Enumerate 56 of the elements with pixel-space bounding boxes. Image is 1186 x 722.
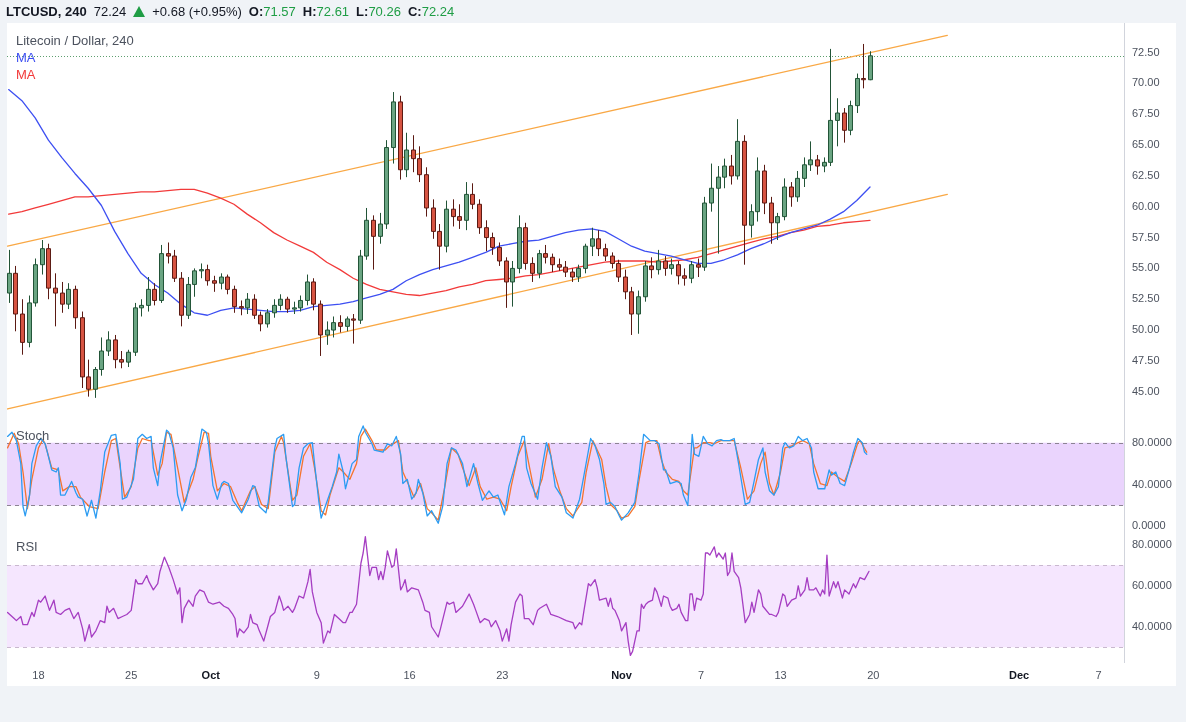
candlestick — [696, 258, 701, 278]
text: MA — [16, 66, 36, 83]
candlestick — [689, 260, 694, 284]
x-tick-label: 7 — [1095, 668, 1102, 681]
y-tick-label: 80.0000 — [1132, 537, 1172, 550]
y-tick-label: 62.50 — [1132, 168, 1160, 181]
x-tick-label: 13 — [774, 668, 787, 681]
y-tick-label: 45.00 — [1132, 384, 1160, 397]
text: H:72.61 — [302, 3, 350, 19]
y-tick-label: 80.0000 — [1132, 435, 1172, 448]
text: Litecoin / Dollar, 240 — [16, 32, 134, 49]
candlestick — [537, 249, 542, 279]
y-tick-label: 40.0000 — [1132, 619, 1172, 632]
candlestick — [351, 313, 356, 345]
x-tick-label: Dec — [1009, 668, 1030, 681]
candlestick — [523, 222, 528, 271]
y-tick-label: 57.50 — [1132, 230, 1160, 243]
y-tick-label: 60.00 — [1132, 199, 1160, 212]
x-tick-label: 16 — [403, 668, 416, 681]
x-tick-label: 18 — [32, 668, 45, 681]
candlestick — [159, 244, 164, 304]
x-tick-label: 20 — [867, 668, 880, 681]
x-tick-label: 23 — [496, 668, 509, 681]
text: 72.24 — [93, 3, 127, 19]
series-label: MA — [16, 49, 36, 66]
text: +0.68 (+0.95%) — [152, 3, 242, 19]
y-tick-label: 70.00 — [1132, 76, 1160, 89]
y-tick-label: 65.00 — [1132, 138, 1160, 151]
chart-title: LTCUSD, 240 — [6, 3, 87, 19]
y-tick-label: 52.50 — [1132, 292, 1160, 305]
candlestick — [311, 277, 316, 311]
y-tick-label: 72.50 — [1132, 45, 1160, 58]
candlestick — [848, 100, 853, 136]
y-tick-label: 0.0000 — [1132, 519, 1166, 532]
x-tick-label: 9 — [313, 668, 320, 681]
x-tick-label: Nov — [611, 668, 633, 681]
x-tick-label: 7 — [697, 668, 705, 681]
candlestick — [305, 274, 310, 306]
candlestick — [590, 227, 595, 257]
x-tick-label: 25 — [125, 668, 138, 681]
y-tick-label: 40.0000 — [1132, 477, 1172, 490]
chart-title: Stoch — [16, 427, 50, 444]
x-tick-label: Oct — [201, 668, 221, 681]
candlestick — [46, 243, 51, 300]
text: O:71.57 — [248, 3, 296, 19]
text: RSI — [16, 538, 38, 555]
candlestick — [517, 214, 522, 274]
y-tick-label: 50.00 — [1132, 323, 1160, 336]
text: L:70.26 — [356, 3, 401, 19]
y-tick-label: 47.50 — [1132, 353, 1160, 366]
candlestick — [543, 244, 548, 264]
candlestick — [815, 154, 820, 176]
y-tick-label: 60.0000 — [1132, 578, 1172, 591]
y-tick-label: 67.50 — [1132, 107, 1160, 120]
y-tick-label: 55.00 — [1132, 261, 1160, 274]
text: C:72.24 — [407, 3, 455, 19]
